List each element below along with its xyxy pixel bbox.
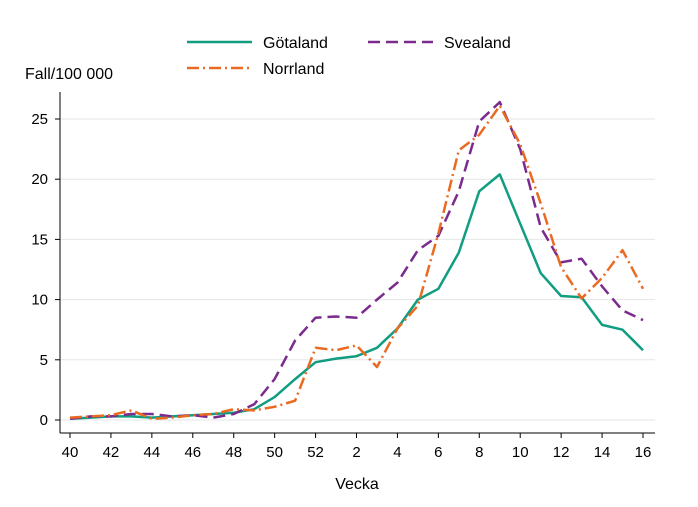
series-line-gotaland [69,173,644,421]
x-tick-label-50: 50 [266,444,283,461]
x-tick-label-4: 4 [393,444,401,461]
y-tick-label-5: 5 [40,352,48,369]
x-tick-label-16: 16 [635,444,652,461]
y-tick-label-0: 0 [40,412,48,429]
x-tick-label-8: 8 [475,444,483,461]
legend-label-norrland: Norrland [263,61,324,78]
x-tick-label-46: 46 [184,444,201,461]
y-tick-label-20: 20 [31,171,48,188]
x-tick-label-14: 14 [594,444,611,461]
y-axis-label: Fall/100 000 [25,66,113,83]
x-axis-label: Vecka [335,476,379,493]
series-line-norrland [69,104,645,421]
series-lines [69,100,645,421]
y-tick-label-10: 10 [31,292,48,309]
legend-label-svealand: Svealand [444,35,511,52]
x-tick-label-40: 40 [62,444,79,461]
x-tick-label-6: 6 [434,444,442,461]
y-tick-label-25: 25 [31,111,48,128]
gridlines [61,118,655,421]
x-tick-label-48: 48 [225,444,242,461]
x-tick-label-2: 2 [352,444,360,461]
x-tick-label-44: 44 [144,444,161,461]
x-tick-label-10: 10 [512,444,529,461]
legend-label-gotaland: Götaland [263,35,328,52]
x-ticks: 40 42 44 46 48 50 52 2 4 6 8 10 12 14 16 [62,433,652,461]
x-tick-label-52: 52 [307,444,324,461]
y-ticks: 0 5 10 15 20 25 [31,111,60,429]
x-tick-label-12: 12 [553,444,570,461]
x-tick-label-42: 42 [103,444,120,461]
series-line-svealand [69,100,644,421]
legend: Götaland Svealand Norrland [187,35,511,78]
y-tick-label-15: 15 [31,231,48,248]
